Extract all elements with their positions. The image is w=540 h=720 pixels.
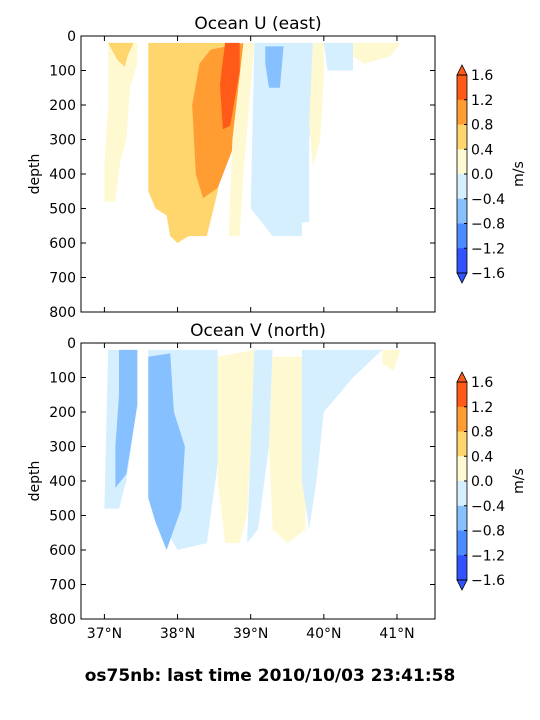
y-tick-label: 300 [49,133,76,149]
colorbar-swatch [457,99,467,125]
contour-region [220,42,240,130]
colorbar-swatch [457,174,467,200]
contour-region [265,46,284,88]
colorbar-tick-label: 0.4 [471,142,493,158]
colorbar-tick-label: 1.6 [471,68,493,84]
contour-region [148,353,185,550]
chart-panel-u: 0 100 200 300 400 500 600 700 800 Ocean U (east)… [27,14,527,321]
contour-region [250,42,321,237]
axis-ticks: 0 100 200 300 400 500 600 700 800 [49,29,435,321]
colorbar-extend-max [456,371,468,383]
y-tick-label: 500 [49,202,76,218]
contour-region [269,356,306,544]
x-tick-label: 41°N [379,626,414,642]
y-tick-label: 100 [49,371,76,387]
y-tick-label: 300 [49,440,76,456]
y-tick-label: 700 [49,578,76,594]
x-tick-label: 38°N [160,626,195,642]
colorbar-tick-label: −1.6 [471,573,505,589]
y-tick-label: 0 [67,336,76,352]
footer-caption: os75nb: last time 2010/10/03 23:41:58 [84,666,456,686]
y-tick-label: 100 [49,64,76,80]
colorbar: 1.6 1.2 0.8 0.4 0.0 −0.4 −0.8 −1.2 −1.6 m/s [456,64,527,284]
colorbar-tick-label: 0.0 [471,167,493,183]
contour-region [108,42,134,67]
contour-region [247,349,273,544]
contour-region [323,42,354,71]
chart-title: Ocean U (east) [194,14,321,34]
colorbar-tick-label: −0.8 [471,524,505,540]
y-tick-label: 800 [49,612,76,628]
colorbar-swatch [457,248,467,274]
y-tick-label: 200 [49,405,76,421]
colorbar-extend-max [456,64,468,76]
y-axis-label: depth [27,461,43,502]
colorbar-swatch [457,149,467,175]
colorbar-tick-label: −1.2 [471,548,505,564]
colorbar-tick-label: −0.8 [471,217,505,233]
colorbar-swatch [457,505,467,531]
colorbar-swatch [457,124,467,150]
y-tick-label: 800 [49,305,76,321]
colorbar-tick-label: 1.2 [471,400,493,416]
y-tick-label: 200 [49,98,76,114]
y-tick-label: 400 [49,167,76,183]
chart-panel-v: 0 100 200 300 400 500 600 700 800 37°N 38°N 39°N 40°… [27,321,527,642]
colorbar-tick-label: −1.2 [471,241,505,257]
contour-fill-group [104,349,401,550]
colorbar-swatch [457,223,467,249]
contour-region [217,349,255,544]
contour-region [382,349,401,371]
colorbar-tick-label: 0.8 [471,425,493,441]
colorbar-swatch [457,431,467,457]
y-axis-label: depth [27,154,43,195]
x-tick-label: 37°N [87,626,122,642]
colorbar-swatch [457,530,467,556]
colorbar-swatch [457,481,467,507]
colorbar-tick-label: −1.6 [471,266,505,282]
y-tick-label: 600 [49,543,76,559]
colorbar-extend-min [456,272,468,284]
colorbar-swatch [457,198,467,224]
contour-region [104,42,138,202]
y-tick-label: 0 [67,29,76,45]
contour-region [115,349,138,488]
y-tick-label: 400 [49,474,76,490]
colorbar-tick-label: 0.8 [471,118,493,134]
colorbar-label: m/s [511,468,527,494]
colorbar: 1.6 1.2 0.8 0.4 0.0 −0.4 −0.8 −1.2 −1.6 m/s [456,371,527,591]
x-tick-label: 40°N [306,626,341,642]
y-tick-label: 700 [49,271,76,287]
chart-title: Ocean V (north) [190,321,326,341]
contour-region [353,42,401,64]
colorbar-extend-min [456,579,468,591]
colorbar-tick-label: 1.2 [471,93,493,109]
colorbar-tick-label: −0.4 [471,192,505,208]
y-tick-label: 500 [49,509,76,525]
colorbar-tick-label: −0.4 [471,499,505,515]
x-tick-label: 39°N [233,626,268,642]
contour-region [301,349,383,530]
colorbar-swatch [457,75,467,101]
y-tick-label: 600 [49,236,76,252]
contour-region [228,42,255,237]
contour-fill-group [104,42,401,244]
colorbar-swatch [457,382,467,408]
colorbar-tick-label: 1.6 [471,375,493,391]
colorbar-tick-label: 0.4 [471,449,493,465]
colorbar-swatch [457,406,467,432]
contour-region [309,42,324,168]
colorbar-label: m/s [511,161,527,187]
axis-ticks: 0 100 200 300 400 500 600 700 800 37°N 38°N 39°N 40°… [49,336,435,642]
colorbar-swatch [457,555,467,581]
colorbar-tick-label: 0.0 [471,474,493,490]
colorbar-swatch [457,456,467,482]
